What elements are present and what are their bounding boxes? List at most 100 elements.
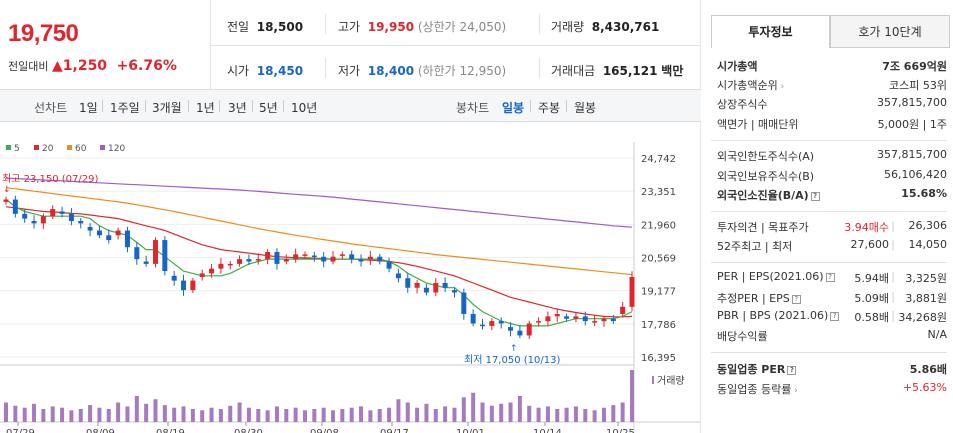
candle-daily[interactable]: 일봉 xyxy=(502,101,525,115)
x-tick-label: 09/08 xyxy=(310,428,339,433)
candle-body xyxy=(22,213,28,219)
candle-body xyxy=(601,318,607,322)
info-key-text: 외국인소진율(B/A) xyxy=(717,189,809,202)
value-separator: | xyxy=(891,309,895,322)
candle-body xyxy=(311,255,317,258)
divider xyxy=(188,100,189,112)
candle-weekly[interactable]: 주봉 xyxy=(538,101,561,115)
help-icon[interactable]: ? xyxy=(825,273,835,282)
period-1d[interactable]: 1일 xyxy=(79,101,98,115)
volume-legend-label: 거래량 xyxy=(657,375,685,387)
help-icon[interactable]: ? xyxy=(787,366,797,375)
volume-bar xyxy=(527,405,532,422)
tab-invest-info[interactable]: 투자정보 xyxy=(711,15,830,48)
info-key: PER | EPS(2021.06)? xyxy=(717,270,835,283)
candle-body xyxy=(115,230,121,236)
x-tick-label: 08/09 xyxy=(86,428,115,433)
candle-body xyxy=(96,230,102,236)
volume-bar xyxy=(97,407,102,422)
high-arrow-icon: ↓ xyxy=(3,185,11,195)
divider xyxy=(210,45,701,46)
candle-body xyxy=(405,278,411,288)
volume-bar xyxy=(41,409,46,422)
volume-bars: 거래량 xyxy=(4,370,685,422)
divider xyxy=(325,58,326,78)
y-tick-label: 17,786 xyxy=(641,320,676,331)
volume-bar xyxy=(424,403,429,422)
candle-body xyxy=(629,277,635,307)
period-3y[interactable]: 3년 xyxy=(228,101,247,115)
chart-toolbar: 선차트 1일 1주일 3개월 1년 3년 5년 10년 봉차트 일봉 주봉 월봉 xyxy=(0,90,701,122)
candle-body xyxy=(50,209,56,217)
moving-averages xyxy=(5,177,633,327)
info-key: 추정PER | EPS? xyxy=(717,290,801,306)
candle-body xyxy=(274,251,280,264)
candle-monthly[interactable]: 월봉 xyxy=(574,101,597,115)
candle-body xyxy=(433,282,439,293)
info-key: 상장주식수 xyxy=(717,96,768,112)
info-key-text: PER | EPS(2021.06) xyxy=(717,270,824,283)
chevron-right-icon[interactable]: › xyxy=(791,386,798,396)
prev-close: 전일 18,500 xyxy=(227,18,303,35)
info-key-text: 동일업종 등락률 xyxy=(717,383,792,396)
candle-body xyxy=(152,240,158,264)
line-chart-button[interactable]: 선차트 xyxy=(34,101,68,115)
info-key-text: 추정PER | EPS xyxy=(717,292,790,305)
legend-label: 120 xyxy=(108,144,125,154)
x-tick-label: 10/01 xyxy=(456,428,485,433)
help-icon[interactable]: ? xyxy=(830,312,840,321)
period-10y[interactable]: 10년 xyxy=(291,101,318,115)
x-tick-label: 10/25 xyxy=(606,428,635,433)
period-1w[interactable]: 1주일 xyxy=(110,101,140,115)
info-value-1: 0.58배 xyxy=(854,311,889,324)
ma-legend: 5 20 60 120 xyxy=(6,144,125,154)
y-tick-label: 23,351 xyxy=(641,187,676,198)
volume-bar xyxy=(293,407,298,422)
candle-body xyxy=(237,259,243,264)
divider xyxy=(102,100,103,112)
info-key: 52주최고 | 최저 xyxy=(717,238,792,254)
candle-body xyxy=(349,254,355,260)
info-key-text: 외국인보유주식수(B) xyxy=(717,170,815,183)
stock-chart[interactable]: 5 20 60 120 24,742 23,351 21,960 20,569 19,177 1… xyxy=(0,122,700,433)
invest-info-panel: 투자정보 호가 10단계 시가총액 7조 669억원 시가총액순위 › 코스피 53위… xyxy=(711,0,953,433)
info-value: 56,106,420 xyxy=(884,168,947,181)
volume-bar xyxy=(331,410,336,422)
info-key-text: 외국인한도주식수(A) xyxy=(717,150,815,163)
amount-value: 165,121 xyxy=(602,64,658,78)
info-key: 배당수익률 xyxy=(717,328,768,344)
info-key-text: 투자의견 | 목표주가 xyxy=(717,221,809,234)
candle-chart-button[interactable]: 봉차트 xyxy=(456,101,490,115)
low-label: 저가 xyxy=(338,64,361,78)
info-key-text: 액면가 | 매매단위 xyxy=(717,118,799,131)
candle-body xyxy=(3,199,9,202)
period-1y[interactable]: 1년 xyxy=(196,101,215,115)
tab-orderbook[interactable]: 호가 10단계 xyxy=(830,15,950,48)
prev-close-value: 18,500 xyxy=(256,20,304,34)
candle-body xyxy=(265,251,271,260)
volume-bar xyxy=(517,396,522,422)
divider xyxy=(252,100,253,112)
ma60-line xyxy=(5,187,633,276)
candle-body xyxy=(554,313,560,317)
volume-bar xyxy=(209,407,214,422)
help-icon[interactable]: ? xyxy=(810,192,820,201)
candle-body xyxy=(489,321,495,326)
candle-body xyxy=(367,256,373,260)
candle-body xyxy=(442,282,448,288)
candle-body xyxy=(171,275,177,281)
chevron-right-icon[interactable]: › xyxy=(777,82,785,92)
trade-amount: 거래대금 165,121 백만 xyxy=(551,62,683,79)
info-key-text: PBR | BPS (2021.06) xyxy=(717,309,829,322)
period-3m[interactable]: 3개월 xyxy=(152,101,182,115)
period-5y[interactable]: 5년 xyxy=(259,101,278,115)
info-value: 357,815,700 xyxy=(877,148,947,161)
info-key-text: 시가총액 xyxy=(717,60,758,73)
help-icon[interactable]: ? xyxy=(791,295,801,304)
volume-bar xyxy=(359,406,364,422)
x-tick-label: 10/14 xyxy=(533,428,562,433)
high-value: 19,950 xyxy=(367,20,415,34)
low-price: 저가 18,400 (하한가 12,950) xyxy=(338,62,506,79)
value-separator: | xyxy=(891,290,895,303)
legend-swatch xyxy=(67,145,72,150)
